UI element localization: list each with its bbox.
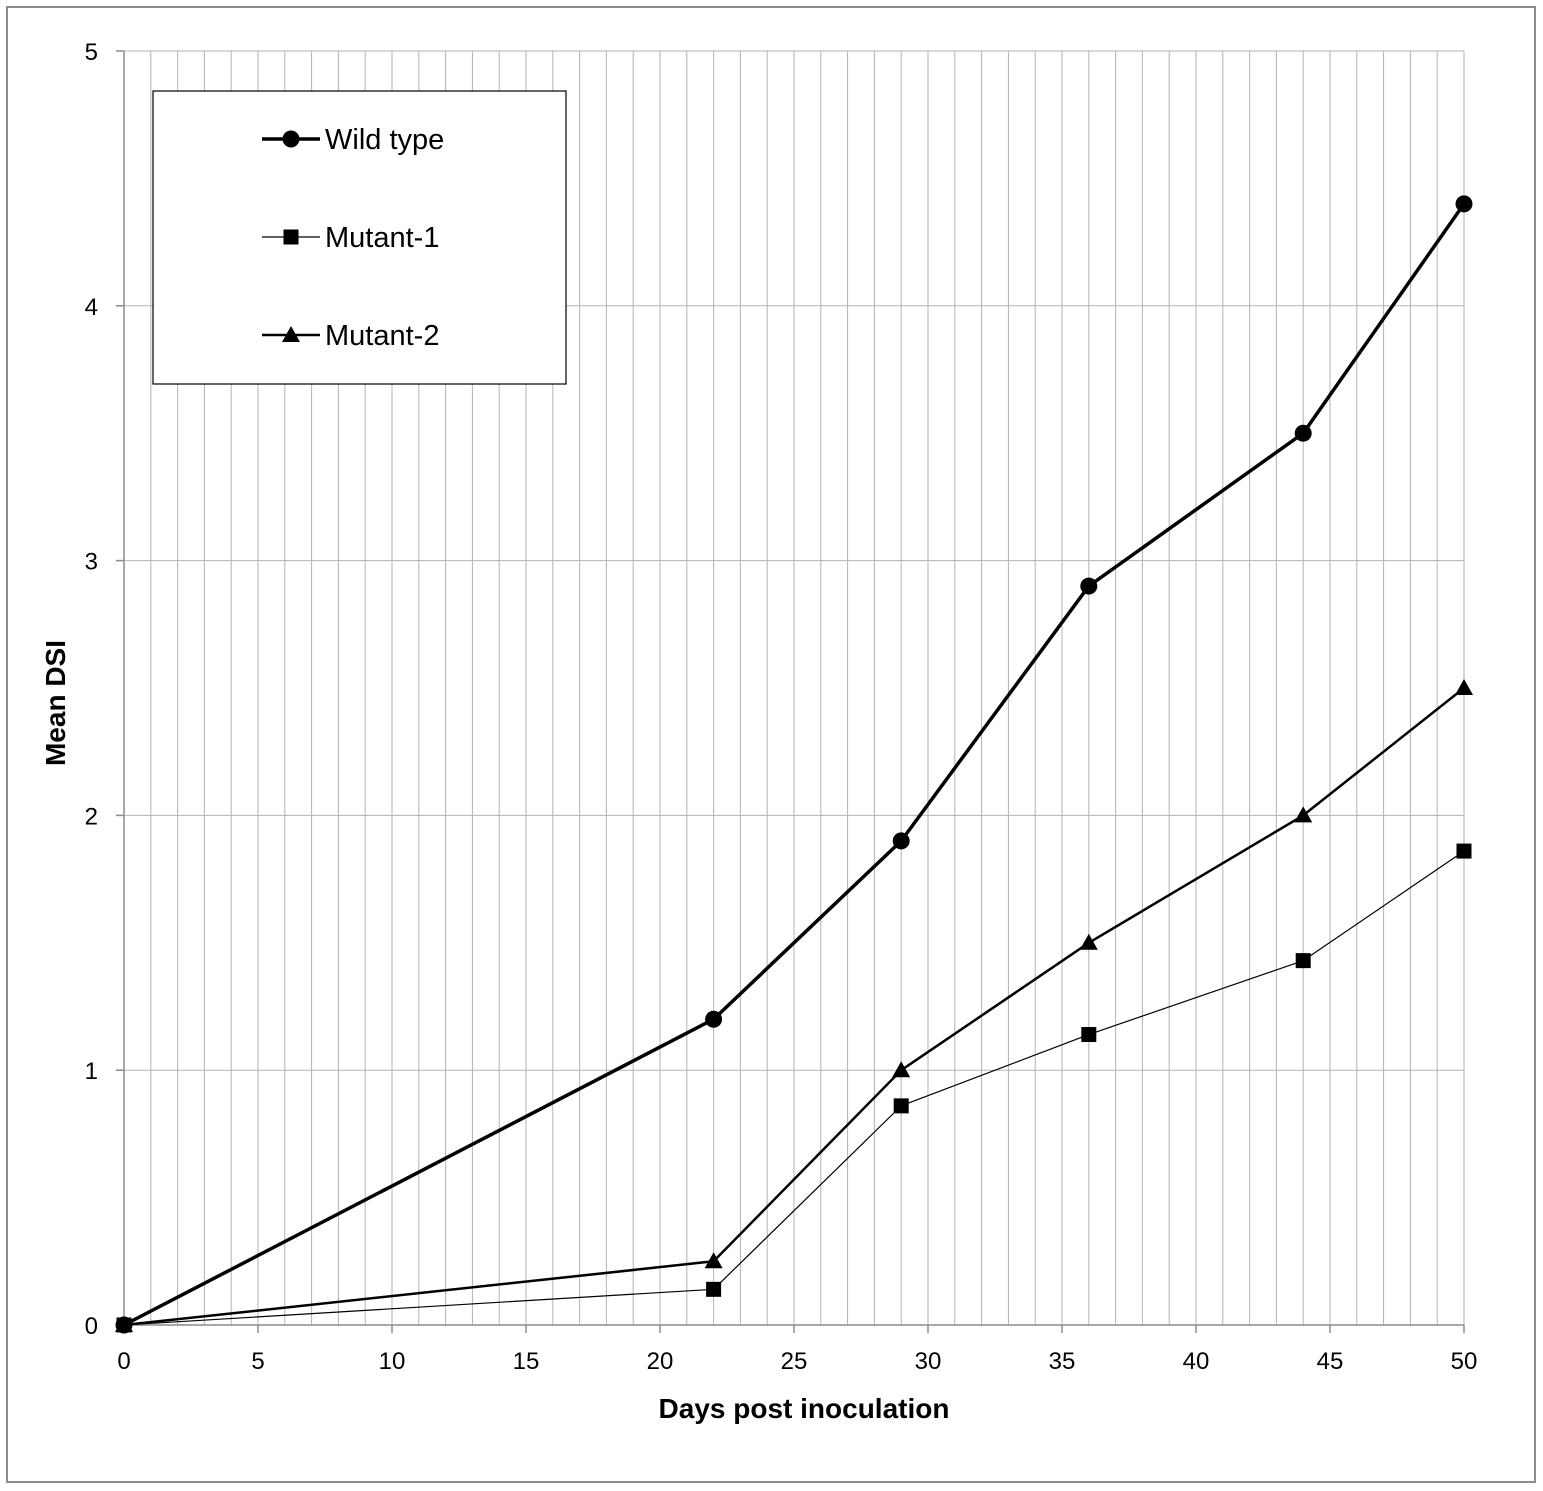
data-point-square <box>1295 953 1311 969</box>
data-point-square <box>706 1281 722 1297</box>
data-point-circle <box>1455 195 1473 213</box>
legend-marker-triangle <box>282 326 300 342</box>
x-tick-label: 30 <box>915 1348 942 1375</box>
data-point-triangle <box>1079 933 1098 950</box>
data-point-triangle <box>1294 806 1313 823</box>
data-point-circle <box>705 1010 723 1028</box>
data-point-square <box>893 1098 909 1114</box>
legend-marker-circle <box>282 130 300 148</box>
y-tick-label: 5 <box>85 39 98 66</box>
x-tick-label: 35 <box>1049 1348 1076 1375</box>
series-square <box>116 843 1472 1333</box>
y-tick-label: 3 <box>85 549 98 576</box>
y-tick-label: 1 <box>85 1058 98 1085</box>
data-point-triangle <box>892 1061 911 1078</box>
series-layer <box>115 195 1473 1334</box>
legend-entry: Wild type <box>262 124 444 156</box>
y-axis-title: Mean DSI <box>40 640 71 766</box>
legend-entry: Mutant-1 <box>262 222 439 254</box>
data-point-circle <box>1294 424 1312 442</box>
data-point-square <box>1081 1027 1097 1043</box>
series-triangle <box>115 679 1473 1332</box>
x-tick-label: 20 <box>647 1348 674 1375</box>
legend-box <box>152 90 567 385</box>
data-point-triangle <box>115 1316 133 1332</box>
legend-entry: Mutant-2 <box>262 320 439 352</box>
legend-label: Wild type <box>325 124 444 156</box>
x-tick-label: 5 <box>251 1348 264 1375</box>
series-line <box>123 687 1465 1327</box>
x-tick-label: 50 <box>1451 1348 1478 1375</box>
legend-marker-square <box>283 229 299 245</box>
x-tick-label: 25 <box>781 1348 808 1375</box>
series-line <box>123 202 1466 1327</box>
legend: Wild type Mutant-1 Mutant-2 <box>152 90 567 385</box>
data-point-square <box>1456 843 1472 859</box>
y-tick-label: 4 <box>85 294 98 321</box>
x-tick-label: 0 <box>117 1348 130 1375</box>
y-tick-label: 2 <box>85 803 98 830</box>
x-axis-title: Days post inoculation <box>659 1393 950 1424</box>
legend-label: Mutant-1 <box>325 222 439 254</box>
legend-label: Mutant-2 <box>325 320 439 352</box>
data-point-circle <box>892 832 910 850</box>
x-tick-label: 15 <box>513 1348 540 1375</box>
data-point-triangle <box>704 1252 723 1269</box>
series-line <box>123 850 1465 1326</box>
data-point-triangle <box>1455 679 1473 695</box>
y-tick-label: 0 <box>85 1313 98 1340</box>
data-point-circle <box>1080 577 1098 595</box>
x-tick-label: 45 <box>1317 1348 1344 1375</box>
x-tick-label: 40 <box>1183 1348 1210 1375</box>
x-tick-label: 10 <box>379 1348 406 1375</box>
